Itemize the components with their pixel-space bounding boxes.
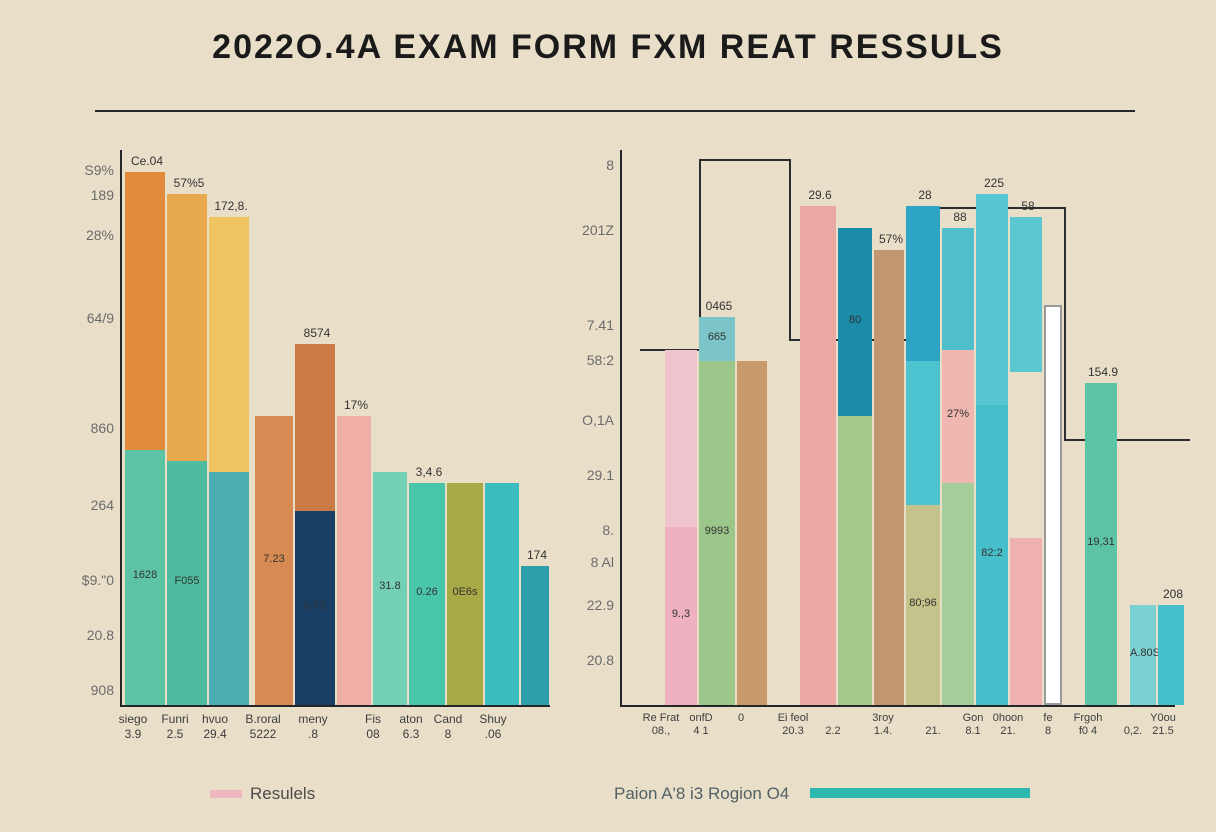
y-tick-label: O,1A xyxy=(570,412,614,428)
chart-bar: 19,31 xyxy=(1085,383,1117,705)
bar-segment: 82:2 xyxy=(976,405,1008,705)
y-tick-label: 7.41 xyxy=(570,317,614,333)
bar-segment xyxy=(737,361,767,705)
y-tick-label: 8 Al xyxy=(570,554,614,570)
y-tick-label: 20.8 xyxy=(570,652,614,668)
bar-segment xyxy=(1010,217,1042,372)
bar-segment xyxy=(942,228,974,350)
legend-swatch xyxy=(210,790,242,798)
chart-stage: 2022O.4A EXAM FORM FXM REAT RESSULS 1628… xyxy=(0,0,1216,832)
bar-segment xyxy=(1010,372,1042,539)
x-tick-label: 3roy 1.4. xyxy=(858,712,908,737)
bar-segment xyxy=(874,250,904,705)
segment-label: 9.,3 xyxy=(665,608,697,620)
chart-bar: 27% xyxy=(942,228,974,705)
bar-segment xyxy=(665,350,697,528)
chart-bar xyxy=(800,206,836,706)
y-tick-label: 8 xyxy=(570,157,614,173)
chart-bar: 9.,3 xyxy=(665,350,697,705)
chart-bar xyxy=(874,250,904,705)
y-tick-label: 201Z xyxy=(570,222,614,238)
bar-segment: A.80S xyxy=(1130,605,1156,705)
chart-bar xyxy=(1158,605,1184,705)
segment-label: 19,31 xyxy=(1085,536,1117,548)
bar-segment xyxy=(906,361,940,505)
legend-swatch xyxy=(810,788,1030,798)
y-tick-label: 22.9 xyxy=(570,597,614,613)
segment-label: 80;96 xyxy=(906,597,940,609)
chart-bar: 82:2 xyxy=(976,194,1008,705)
chart-bar xyxy=(1010,217,1042,705)
segment-label: 82:2 xyxy=(976,547,1008,559)
y-tick-label: 8. xyxy=(570,522,614,538)
segment-label: A.80S xyxy=(1130,647,1156,659)
bar-segment xyxy=(1010,538,1042,705)
chart-bar: 80 xyxy=(838,228,872,705)
segment-label: 27% xyxy=(942,408,974,420)
bar-segment xyxy=(942,483,974,705)
bar-segment: 19,31 xyxy=(1085,383,1117,705)
bar-segment xyxy=(800,206,836,706)
bar-segment xyxy=(838,416,872,705)
y-tick-label: 29.1 xyxy=(570,467,614,483)
segment-label: 665 xyxy=(699,331,735,343)
chart-bar xyxy=(1044,305,1062,705)
chart-bar: 80;96 xyxy=(906,206,940,706)
y-tick-label: 58:2 xyxy=(570,352,614,368)
chart-bar: 9993 665 xyxy=(699,317,735,706)
x-tick-label: Y0ou 21.5 xyxy=(1138,712,1188,737)
x-tick-label: Frgoh f0 4 xyxy=(1063,712,1113,737)
bar-segment xyxy=(1158,605,1184,705)
bar-segment: 80;96 xyxy=(906,505,940,705)
bar-segment xyxy=(976,194,1008,405)
bar-segment: 27% xyxy=(942,350,974,483)
bar-segment: 9993 xyxy=(699,361,735,705)
segment-label: 9993 xyxy=(699,525,735,537)
legend-label: Resulels xyxy=(250,784,315,804)
chart-bar: A.80S xyxy=(1130,605,1156,705)
legend-label: Paion A'8 i3 Rogion O4 xyxy=(614,784,789,804)
x-tick-label: 2.2 xyxy=(808,712,858,737)
bar-segment xyxy=(906,206,940,361)
bar-segment: 80 xyxy=(838,228,872,417)
bar-segment: 665 xyxy=(699,317,735,361)
x-tick-label: 0 xyxy=(716,712,766,725)
chart-bar xyxy=(737,361,767,705)
segment-label: 80 xyxy=(838,314,872,326)
bar-segment: 9.,3 xyxy=(665,527,697,705)
bar-segment xyxy=(1044,305,1062,705)
